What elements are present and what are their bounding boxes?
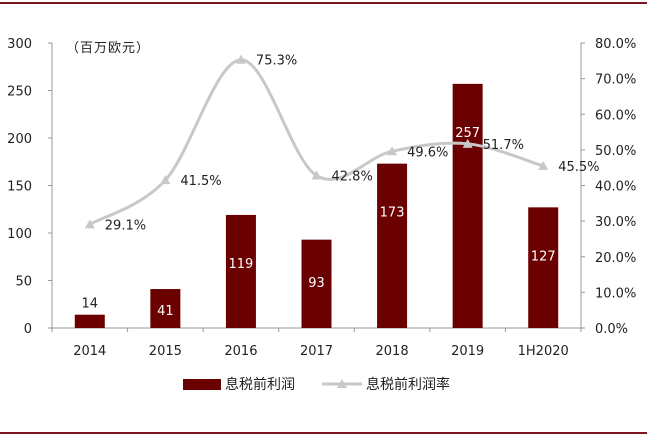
bar bbox=[225, 214, 256, 328]
left-tick-label: 300 bbox=[7, 37, 32, 52]
right-tick-label: 0.0% bbox=[595, 322, 628, 337]
bar bbox=[452, 83, 483, 328]
x-tick-label: 2014 bbox=[73, 344, 106, 359]
right-tick-label: 40.0% bbox=[595, 180, 636, 195]
right-tick-label: 60.0% bbox=[595, 108, 636, 123]
line-value-label: 42.8% bbox=[332, 170, 373, 185]
legend-bar-swatch bbox=[183, 379, 221, 390]
bar-value-label: 173 bbox=[380, 206, 405, 221]
left-tick-label: 50 bbox=[15, 275, 32, 290]
bar bbox=[301, 239, 332, 328]
line-value-label: 51.7% bbox=[483, 138, 524, 153]
bar-value-label: 127 bbox=[531, 249, 556, 264]
line-point bbox=[462, 138, 473, 148]
line-value-label: 49.6% bbox=[407, 145, 448, 160]
left-tick-label: 250 bbox=[7, 85, 32, 100]
x-tick-label: 2015 bbox=[149, 344, 182, 359]
right-tick-label: 30.0% bbox=[595, 215, 636, 230]
data-labels: 14 41 119 93 173 257 127 29.1% 41.5% 75.3% 42.8% 49… bbox=[82, 54, 600, 319]
bar bbox=[150, 289, 181, 328]
line-series bbox=[84, 54, 549, 229]
left-tick-label: 150 bbox=[7, 180, 32, 195]
line-value-label: 75.3% bbox=[256, 54, 297, 69]
x-tick-label: 2019 bbox=[451, 344, 484, 359]
line-point bbox=[84, 219, 95, 229]
right-tick-label: 20.0% bbox=[595, 251, 636, 266]
right-tick-label: 70.0% bbox=[595, 73, 636, 88]
line-value-label: 41.5% bbox=[180, 174, 221, 189]
right-tick-label: 10.0% bbox=[595, 286, 636, 301]
bar-value-label: 14 bbox=[82, 297, 99, 312]
line-point bbox=[235, 54, 246, 64]
legend-bar-label: 息税前利润 bbox=[225, 376, 295, 393]
legend-line-marker bbox=[337, 379, 347, 388]
bar bbox=[74, 314, 105, 328]
right-tick-label: 80.0% bbox=[595, 37, 636, 52]
left-tick-label: 200 bbox=[7, 132, 32, 147]
top-border-line bbox=[0, 2, 647, 4]
x-tick-label: 2016 bbox=[224, 344, 257, 359]
x-tick-label: 1H2020 bbox=[518, 344, 569, 359]
axes: 0 50 100 150 200 250 300 0.0% 10.0% 20.0% 30.0% 40.… bbox=[7, 37, 636, 359]
legend: 息税前利润 息税前利润率 bbox=[183, 376, 450, 393]
bar bbox=[528, 207, 559, 328]
line-point bbox=[387, 146, 398, 156]
line-value-label: 29.1% bbox=[105, 218, 146, 233]
line-value-label: 45.5% bbox=[558, 160, 599, 175]
x-tick-label: 2018 bbox=[376, 344, 409, 359]
bar-value-label: 93 bbox=[308, 276, 325, 291]
right-tick-label: 50.0% bbox=[595, 144, 636, 159]
line-point bbox=[311, 170, 322, 180]
bottom-border-line bbox=[0, 432, 647, 434]
x-tick-label: 2017 bbox=[300, 344, 333, 359]
left-tick-label: 100 bbox=[7, 227, 32, 242]
bar bbox=[377, 163, 408, 328]
bar-value-label: 119 bbox=[229, 257, 254, 272]
bar-value-label: 41 bbox=[157, 304, 174, 319]
line-point bbox=[160, 175, 171, 185]
left-tick-label: 0 bbox=[24, 322, 32, 337]
line-point bbox=[538, 160, 549, 170]
bar-value-label: 257 bbox=[455, 126, 480, 141]
bar-series bbox=[74, 83, 559, 328]
unit-label: （百万欧元） bbox=[66, 41, 150, 56]
legend-line-label: 息税前利润率 bbox=[366, 376, 450, 393]
